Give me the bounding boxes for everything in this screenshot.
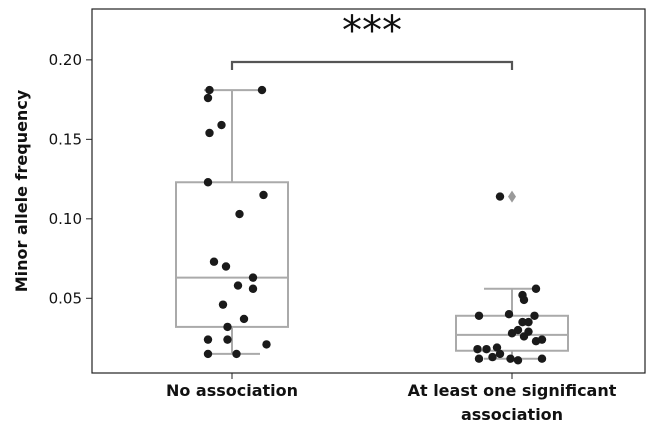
significance-annotation: ***: [230, 8, 514, 70]
data-point: [235, 209, 244, 219]
x-axis-labels: No association At least one significant as…: [166, 373, 617, 424]
data-point: [473, 344, 482, 354]
significance-label: ***: [342, 8, 402, 54]
data-point: [248, 284, 258, 293]
data-point: [492, 343, 502, 352]
x-tick-label: No association: [166, 381, 298, 400]
data-point: [506, 354, 515, 363]
data-point: [203, 178, 213, 187]
data-point: [239, 314, 249, 324]
data-point: [218, 300, 228, 309]
data-point: [488, 352, 497, 362]
data-point: [524, 317, 533, 327]
data-point: [518, 317, 527, 327]
data-point: [217, 120, 226, 130]
data-point: [537, 354, 547, 363]
data-point: [513, 356, 523, 365]
data-point: [205, 85, 214, 95]
x-tick-label: At least one significant: [408, 381, 617, 400]
data-point: [203, 349, 213, 359]
x-tick-label: association: [461, 405, 563, 424]
data-point: [530, 311, 539, 320]
data-points: [203, 85, 547, 365]
data-point: [257, 85, 267, 95]
data-point: [223, 322, 232, 332]
data-point: [513, 325, 523, 335]
y-tick-label: 0.20: [49, 51, 82, 69]
y-tick-label: 0.10: [49, 210, 82, 228]
data-point: [519, 332, 529, 341]
data-point: [205, 128, 214, 138]
significance-bracket: [230, 60, 514, 70]
data-point: [209, 257, 219, 266]
data-point: [262, 340, 271, 349]
y-tick-label: 0.15: [49, 130, 82, 148]
data-point: [537, 335, 547, 344]
y-tick-label: 0.05: [49, 289, 82, 307]
data-point: [474, 354, 484, 363]
data-point: [504, 309, 514, 319]
data-point: [495, 192, 505, 201]
iqr-box: [175, 181, 289, 328]
data-point: [232, 349, 241, 359]
data-point: [221, 262, 231, 271]
data-point: [248, 273, 258, 282]
data-point: [203, 93, 213, 103]
y-axis-title: Minor allele frequency: [12, 89, 31, 292]
data-point: [223, 335, 232, 344]
data-point: [531, 284, 541, 293]
boxes: [175, 89, 569, 360]
data-point: [233, 281, 243, 290]
plot-frame: [91, 8, 646, 374]
data-point: [203, 335, 213, 344]
y-axis-ticks: 0.05 0.10 0.15 0.20: [49, 51, 92, 307]
data-point: [495, 349, 505, 359]
data-point: [482, 344, 491, 354]
data-point: [519, 295, 529, 305]
outlier-marker: [508, 190, 516, 203]
data-point: [474, 311, 484, 320]
data-point: [259, 190, 268, 200]
